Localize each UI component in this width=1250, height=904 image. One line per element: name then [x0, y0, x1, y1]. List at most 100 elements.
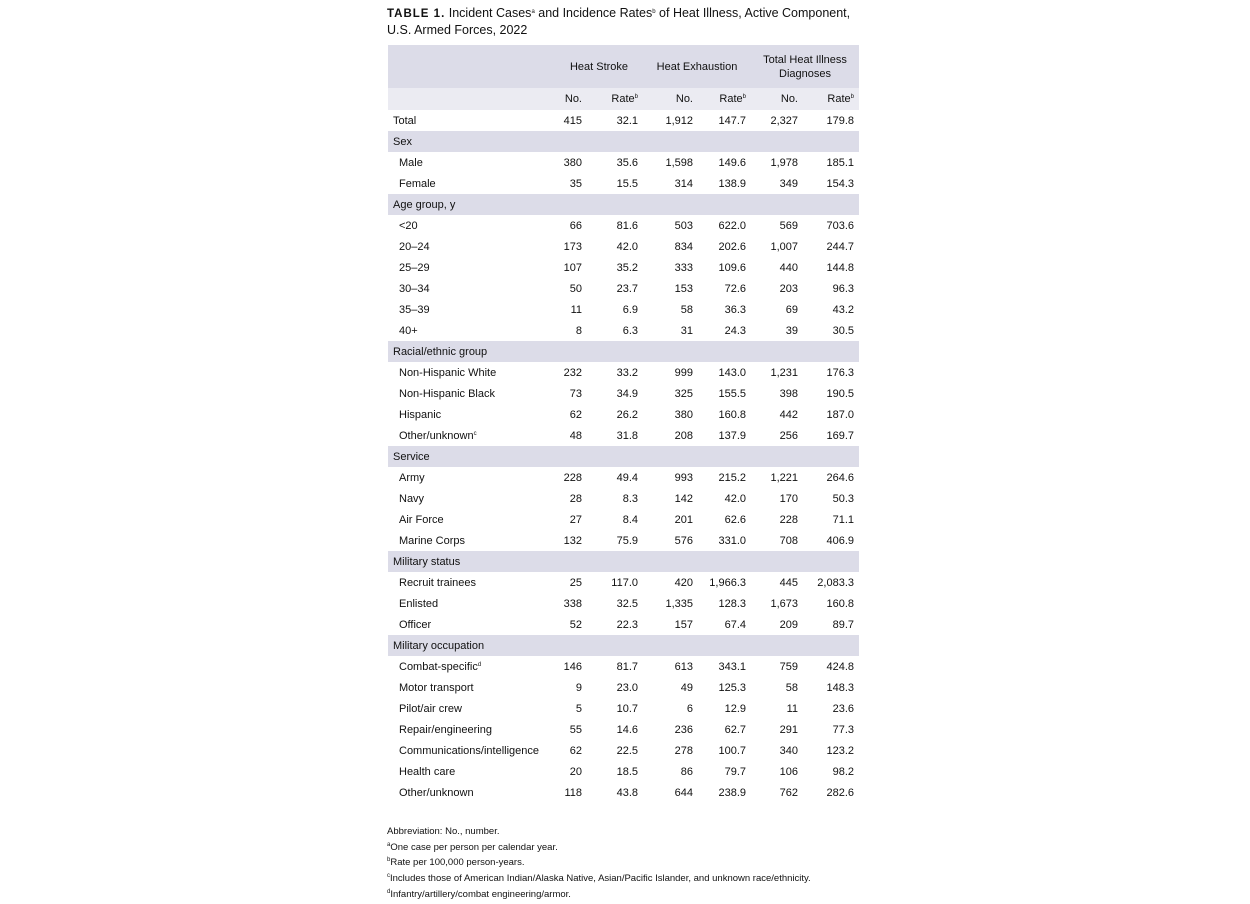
footnote: bRate per 100,000 person-years.: [387, 854, 811, 870]
table-cell: 2,083.3: [817, 576, 854, 589]
table-cell: 98.2: [832, 765, 854, 778]
table-cell: 58: [680, 303, 693, 316]
table-cell: 125.3: [718, 681, 746, 694]
table-cell: 106: [779, 765, 798, 778]
row-label-text: Hispanic: [399, 408, 442, 421]
table-row: Repair/engineering 55 14.6 236 62.7 291 77.3: [388, 719, 859, 740]
row-label-text: Other/unknown: [399, 786, 474, 799]
table-cell: 39: [785, 324, 798, 337]
table-cell: 6: [686, 702, 693, 715]
section-row: Military occupation: [388, 635, 859, 656]
row-label-text: Health care: [399, 765, 456, 778]
table-cell: 238.9: [718, 786, 746, 799]
table-cell: 185.1: [826, 156, 854, 169]
table-row: Non-Hispanic Black 73 34.9 325 155.5 398 190.5: [388, 383, 859, 404]
table-cell: 132: [563, 534, 582, 547]
table-cell: 440: [779, 261, 798, 274]
table-cell: 15.5: [616, 177, 638, 190]
table-cell: 160.8: [826, 597, 854, 610]
row-label-text: Marine Corps: [399, 534, 466, 547]
table-cell: 22.3: [616, 618, 638, 631]
table-cell: 1,966.3: [709, 576, 746, 589]
table-row: Marine Corps 132 75.9 576 331.0 708 406.9: [388, 530, 859, 551]
table-cell: 25: [569, 576, 582, 589]
header-heat-exhaustion: Heat Exhaustion: [643, 45, 751, 88]
row-label: <20: [388, 215, 555, 236]
table-cell: 48: [569, 429, 582, 442]
section-row: Age group, y: [388, 194, 859, 215]
row-label-text: Total: [393, 114, 417, 127]
table-cell: 187.0: [826, 408, 854, 421]
data-table: Heat Stroke Heat Exhaustion Total Heat I…: [388, 45, 859, 803]
table-cell: 33.2: [616, 366, 638, 379]
table-cell: 62: [569, 408, 582, 421]
table-cell: 32.5: [616, 597, 638, 610]
table-cell: 398: [779, 387, 798, 400]
table-cell: 176.3: [826, 366, 854, 379]
table-cell: 79.7: [724, 765, 746, 778]
table-cell: 424.8: [826, 660, 854, 673]
row-label-text: Female: [399, 177, 436, 190]
table-cell: 42.0: [724, 492, 746, 505]
table-cell: 622.0: [718, 219, 746, 232]
row-label-text: 30–34: [399, 282, 430, 295]
table-row: Other/unknown 118 43.8 644 238.9 762 282.6: [388, 782, 859, 803]
subheader-label: Rate: [719, 93, 743, 105]
row-label: Combat-specificd: [388, 656, 555, 677]
table-row: Total 415 32.1 1,912 147.7 2,327 179.8: [388, 110, 859, 131]
table-row: Other/unknownc 48 31.8 208 137.9 256 169.7: [388, 425, 859, 446]
subheader-cell: No.: [555, 88, 587, 110]
table-cell: 999: [674, 366, 693, 379]
table-cell: 75.9: [616, 534, 638, 547]
table-cell: 32.1: [616, 114, 638, 127]
subheader-label: No.: [780, 93, 798, 105]
table-cell: 170: [779, 492, 798, 505]
row-label: Non-Hispanic Black: [388, 383, 555, 404]
footnote: cIncludes those of American Indian/Alask…: [387, 870, 811, 886]
table-cell: 30.5: [832, 324, 854, 337]
table-cell: 71.1: [832, 513, 854, 526]
table-row: Navy 28 8.3 142 42.0 170 50.3: [388, 488, 859, 509]
row-label-text: Military occupation: [393, 639, 485, 652]
row-label: Sex: [388, 131, 859, 152]
table-cell: 42.0: [616, 240, 638, 253]
table-cell: 86: [680, 765, 693, 778]
row-label: Air Force: [388, 509, 555, 530]
row-label: Army: [388, 467, 555, 488]
table-cell: 117.0: [611, 576, 638, 589]
table-cell: 1,673: [770, 597, 798, 610]
table-row: <20 66 81.6 503 622.0 569 703.6: [388, 215, 859, 236]
table-cell: 314: [674, 177, 693, 190]
table-cell: 123.2: [826, 744, 854, 757]
table-row: Male 380 35.6 1,598 149.6 1,978 185.1: [388, 152, 859, 173]
table-cell: 8: [575, 324, 582, 337]
table-cell: 155.5: [718, 387, 746, 400]
subheader-label: Rate: [611, 93, 635, 105]
row-label: Military occupation: [388, 635, 859, 656]
table-cell: 144.8: [826, 261, 854, 274]
table-cell: 11: [570, 303, 582, 316]
table-cell: 993: [674, 471, 693, 484]
row-label-text: Sex: [393, 135, 412, 148]
table-cell: 173: [563, 240, 582, 253]
table-row: Health care 20 18.5 86 79.7 106 98.2: [388, 761, 859, 782]
header-blank: [388, 45, 555, 88]
row-label: Repair/engineering: [388, 719, 555, 740]
table-cell: 100.7: [718, 744, 746, 757]
table-cell: 1,231: [770, 366, 798, 379]
footnote: aOne case per person per calendar year.: [387, 839, 811, 855]
footnote: Abbreviation: No., number.: [387, 826, 811, 839]
table-row: 30–34 50 23.7 153 72.6 203 96.3: [388, 278, 859, 299]
table-row: 20–24 173 42.0 834 202.6 1,007 244.7: [388, 236, 859, 257]
table-cell: 35: [569, 177, 582, 190]
header-row-subcols: No. Rateb No. Rateb No. Rateb: [388, 88, 859, 110]
table-cell: 349: [779, 177, 798, 190]
footnote-text: Rate per 100,000 person-years.: [390, 857, 525, 869]
table-cell: 613: [674, 660, 693, 673]
row-label: Communications/intelligence: [388, 740, 555, 761]
table-cell: 420: [674, 576, 693, 589]
footnote-text: One case per person per calendar year.: [390, 841, 558, 853]
table-cell: 149.6: [718, 156, 746, 169]
table-cell: 20: [569, 765, 582, 778]
table-row: 40+ 8 6.3 31 24.3 39 30.5: [388, 320, 859, 341]
